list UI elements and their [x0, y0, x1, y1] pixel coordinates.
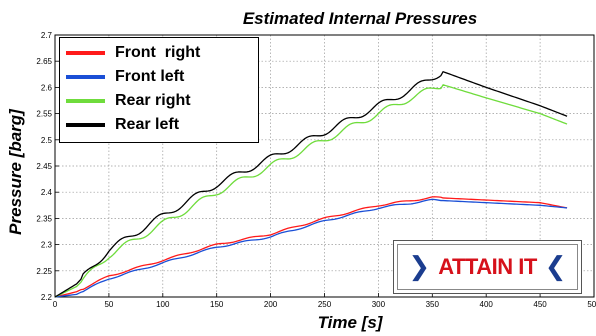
legend-swatch-rear-left: [66, 123, 105, 127]
y-tick-label: 2.35: [36, 214, 52, 223]
legend-swatch-rear-right: [66, 99, 105, 103]
x-tick-label: 450: [533, 300, 547, 309]
rear-left-line: [54, 71, 568, 298]
legend-label-front-left: Front left: [115, 68, 185, 85]
legend-swatch-front-left: [66, 75, 105, 79]
legend-item-front-left: Front left: [66, 65, 184, 89]
y-tick-label: 2.45: [36, 162, 52, 171]
chevron-left-icon: ❮: [544, 252, 567, 282]
x-tick-label: 200: [264, 300, 278, 309]
y-tick-label: 2.55: [36, 110, 52, 119]
front-right-line: [54, 196, 568, 298]
x-tick-label: 300: [372, 300, 386, 309]
y-tick-label: 2.3: [41, 241, 53, 250]
legend-item-rear-right: Rear right: [66, 89, 191, 113]
front-left-line: [54, 198, 568, 298]
legend: Front right Front left Rear right Rear l…: [59, 37, 259, 143]
series-lines: [54, 71, 568, 298]
y-tick-label: 2.25: [36, 267, 52, 276]
logo-wordmark: ATTAIN IT: [438, 254, 537, 279]
legend-label-rear-right: Rear right: [115, 92, 191, 109]
x-tick-label: 50: [104, 300, 113, 309]
x-tick-labels: 0 50 100 150 200 250 300 350 400 450 500: [53, 300, 596, 309]
logo-inner-frame: ❯ ATTAIN IT ❮: [397, 244, 578, 290]
x-axis-label: Time [s]: [317, 313, 383, 332]
legend-swatch-front-right: [66, 51, 105, 55]
x-tick-label: 150: [210, 300, 224, 309]
y-tick-label: 2.6: [41, 83, 53, 92]
chart-title: Estimated Internal Pressures: [242, 9, 478, 28]
legend-label-front-right: Front right: [115, 44, 201, 61]
y-tick-label: 2.65: [36, 57, 52, 66]
tick-marks: [54, 34, 595, 298]
y-tick-label: 2.4: [41, 188, 53, 197]
x-tick-label: 500: [587, 300, 596, 309]
rear-right-line: [54, 84, 568, 298]
y-tick-label: 2.5: [41, 136, 53, 145]
attain-it-logo: ❯ ATTAIN IT ❮: [393, 240, 582, 294]
x-tick-label: 350: [426, 300, 440, 309]
x-tick-label: 400: [480, 300, 494, 309]
legend-label-rear-left: Rear left: [115, 116, 180, 133]
x-tick-label: 100: [156, 300, 170, 309]
x-tick-label: 250: [318, 300, 332, 309]
legend-item-rear-left: Rear left: [66, 113, 179, 137]
y-tick-label: 2.7: [41, 31, 53, 40]
x-tick-label: 0: [53, 300, 58, 309]
y-tick-labels: 2.2 2.25 2.3 2.35 2.4 2.45 2.5 2.55 2.6 2.65 2.7: [36, 31, 52, 302]
y-axis-label: Pressure [barg]: [6, 109, 25, 235]
chevron-right-icon: ❯: [408, 252, 431, 282]
legend-item-front-right: Front right: [66, 41, 200, 65]
y-tick-label: 2.2: [41, 293, 53, 302]
